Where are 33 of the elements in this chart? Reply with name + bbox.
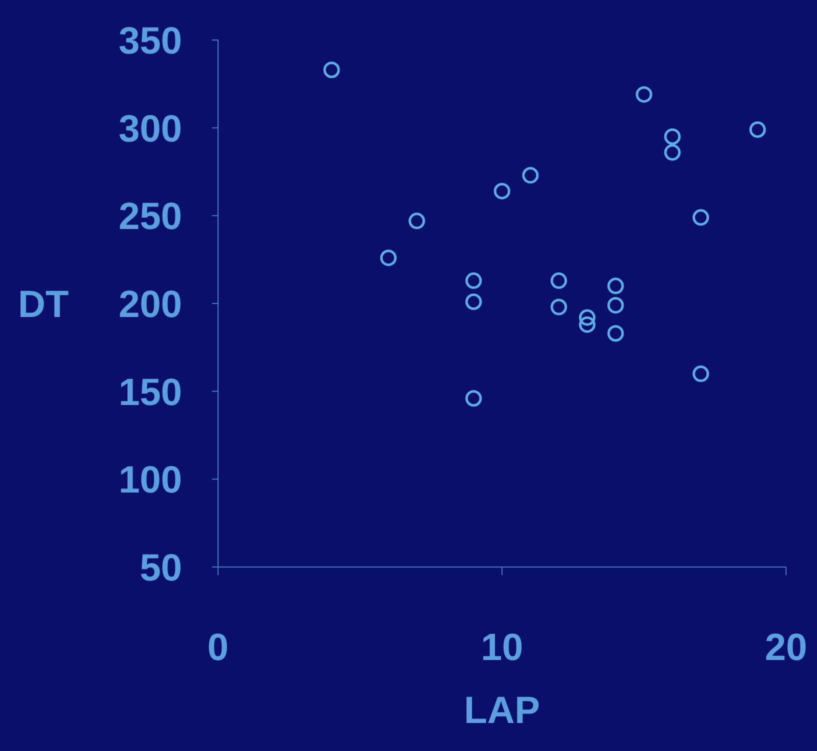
point [749,121,766,138]
point [636,86,652,103]
x-axis-title: LAP [464,690,540,732]
point [692,366,710,382]
y-tick-label: 150 [118,372,182,414]
point [380,250,397,266]
point [692,209,710,226]
point [323,62,340,78]
x-tick-label: 0 [207,626,229,669]
y-axis-title: DT [18,284,69,326]
point [607,325,624,342]
x-tick-label: 10 [480,626,524,669]
y-tick-label: 200 [118,284,182,326]
y-tick-label: 50 [140,547,182,590]
point [607,297,624,314]
point [465,272,482,289]
x-tick-label: 20 [764,626,808,669]
point [578,316,596,333]
point [550,298,568,316]
point [465,293,482,310]
point [465,390,482,407]
point [408,212,426,230]
point [578,309,596,326]
y-tick-label: 300 [118,108,182,150]
point [494,182,510,200]
point [550,272,568,289]
point [522,167,539,184]
point [664,128,681,145]
y-tick-label: 350 [118,20,182,62]
point [664,144,681,161]
y-tick-label: 100 [118,460,182,502]
y-tick-label: 250 [118,196,182,238]
point [607,278,624,294]
